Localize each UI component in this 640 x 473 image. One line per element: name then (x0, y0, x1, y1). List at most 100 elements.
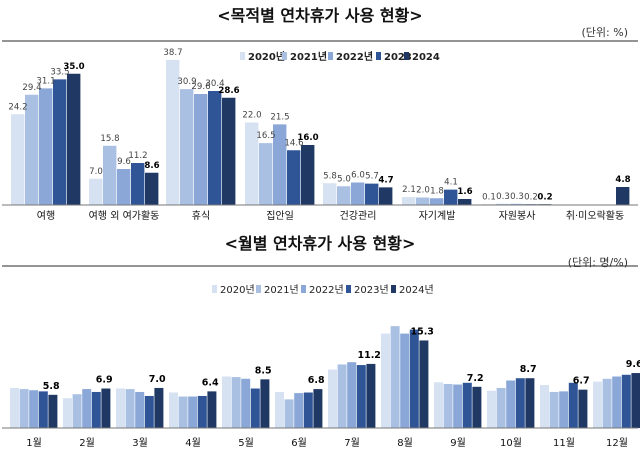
chart1-legend: 2020년 2021년 2022년 2023 2024 (240, 50, 440, 63)
bar (72, 394, 82, 428)
bar (381, 333, 390, 428)
bar (125, 389, 135, 428)
bar (510, 203, 524, 205)
data-label: 14.6 (284, 138, 303, 148)
data-label: 11.2 (128, 151, 147, 161)
bar (260, 379, 270, 428)
bar (231, 377, 241, 428)
bar (222, 376, 231, 428)
bar (568, 382, 578, 428)
legend-swatch-1 (240, 52, 245, 60)
data-label: 11.2 (357, 350, 380, 361)
data-label: 5.7 (365, 172, 379, 182)
bar (337, 364, 347, 428)
x-tick-label: 여행 (37, 210, 55, 222)
data-label: 0.3 (510, 192, 524, 202)
bar (284, 399, 294, 428)
bar (208, 91, 222, 205)
bar (63, 398, 72, 428)
bar (416, 197, 430, 205)
x-tick-label: 건강관리 (340, 210, 377, 222)
x-tick-label: 4월 (185, 437, 201, 449)
legend-label: 2022년 (309, 284, 344, 296)
bar (496, 203, 510, 205)
chart2-unit-label: (단위: 명/%) (568, 256, 628, 269)
legend-swatch-5 (404, 52, 409, 60)
x-tick-label: 10월 (500, 437, 522, 449)
bar (443, 383, 453, 428)
bar (144, 395, 154, 428)
bar (294, 393, 304, 428)
data-label: 4.1 (444, 178, 458, 188)
x-tick-label: 여행 외 여가활동 (89, 209, 160, 222)
bar (313, 389, 323, 428)
data-label: 16.5 (256, 131, 275, 141)
data-label: 9.6 (117, 157, 131, 167)
legend-label: 2021년 (290, 50, 327, 63)
legend-swatch-4 (376, 52, 381, 60)
x-tick-label: 1월 (26, 437, 42, 449)
data-label: 2.0 (416, 186, 430, 196)
legend-swatch-4 (346, 285, 351, 293)
bar (351, 182, 365, 205)
bar (612, 376, 622, 428)
bar (515, 378, 525, 428)
bar (402, 197, 416, 205)
bar (117, 169, 131, 205)
bar (25, 94, 39, 205)
x-tick-label: 2월 (79, 437, 95, 449)
bar (11, 114, 25, 205)
data-label: 7.0 (149, 374, 166, 385)
bar (356, 365, 366, 428)
bar (400, 333, 410, 428)
bar (188, 396, 198, 428)
bar (328, 369, 337, 428)
chart1-plot: 24.2 29.431.133.535.0 7.0 15.8 9.611.28.6 38.… (8, 48, 631, 205)
data-label: 21.5 (270, 112, 289, 122)
bar (39, 88, 53, 205)
bar (578, 389, 588, 428)
bar (540, 385, 549, 428)
data-label: 6.9 (96, 375, 113, 386)
data-label: 0.3 (496, 192, 510, 202)
data-label: 15.8 (100, 134, 119, 144)
bar (53, 79, 67, 205)
bar (154, 387, 164, 428)
bar (19, 389, 29, 428)
bar (434, 382, 443, 428)
data-label: 15.3 (410, 326, 433, 337)
data-label: 28.6 (218, 86, 239, 96)
data-label: 16.0 (297, 133, 318, 143)
bar (453, 384, 463, 428)
bar (593, 381, 602, 428)
legend-label: 2024년 (399, 284, 434, 296)
bar (337, 186, 351, 205)
bar (379, 187, 393, 205)
bar (29, 390, 39, 428)
x-tick-label: 5월 (238, 437, 254, 449)
legend-label: 2022년 (336, 50, 373, 63)
bar (67, 73, 81, 205)
chart2-plot: 5.8 6.9 7.0 6.4 8.5 6.8 11.2 15.3 7.2 8.7 6.7 9.6 (10, 326, 640, 428)
bar (166, 59, 180, 205)
legend-label: 2020년 (220, 284, 255, 296)
legend-label: 2024 (412, 52, 440, 63)
x-tick-label: 8월 (397, 437, 413, 449)
chart1-title: <목적별 연차휴가 사용 현황> (217, 6, 422, 25)
bar (559, 391, 569, 428)
bar (259, 143, 273, 205)
bar (197, 395, 207, 428)
data-label: 5.8 (43, 381, 60, 392)
data-label: 8.7 (520, 364, 537, 375)
data-label: 6.8 (308, 375, 325, 386)
data-label: 31.1 (36, 76, 55, 86)
data-label: 6.4 (202, 377, 219, 388)
data-label: 4.8 (615, 175, 630, 185)
bar (116, 388, 125, 428)
bar (621, 374, 631, 428)
bar (602, 378, 612, 428)
bar (180, 89, 194, 205)
bar (194, 94, 208, 205)
bar (241, 378, 251, 428)
